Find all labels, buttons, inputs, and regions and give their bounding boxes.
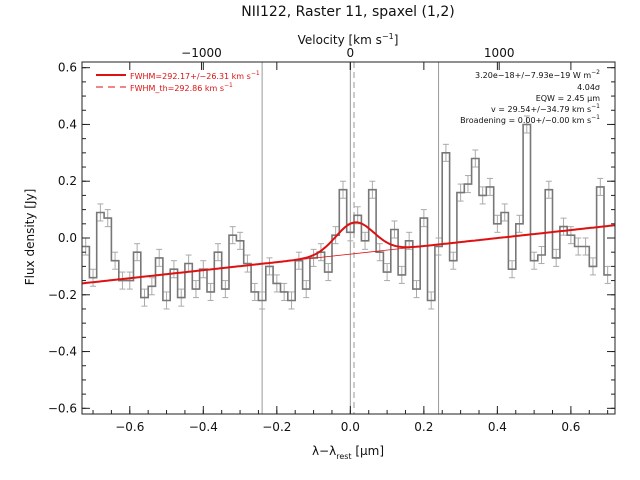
y-axis-label: Flux density [Jy] [23,189,37,286]
annotation-velocity: v = 29.54+/−34.79 km s−1 [491,103,600,114]
y-tick-label: 0.0 [58,231,77,245]
x-tick-label: −0.6 [115,420,144,434]
top-tick-label: −1000 [181,46,222,60]
annotation-eqw: EQW = 2.45 μm [536,94,600,103]
fit-line [81,221,616,285]
chart-title: NII122, Raster 11, spaxel (1,2) [241,4,454,20]
fit-annotations: 3.20e−18+/−7.93e−19 W m−2 4.04σ EQW = 2.… [460,69,600,125]
legend: FWHM=292.17+/−26.31 km s−1 FWHM_th=292.8… [96,70,260,93]
bottom-axis-label: λ−λrest [μm] [312,444,384,461]
y-tick-label: −0.2 [48,288,77,302]
y-tick-label: −0.6 [48,401,77,415]
top-tick-label: 1000 [484,46,515,60]
x-tick-label: 0.0 [341,420,360,434]
legend-label-fwhm-th: FWHM_th=292.86 km s−1 [130,82,233,93]
spectrum-line [82,123,612,302]
x-tick-label: 0.2 [414,420,433,434]
x-tick-label: −0.2 [262,420,291,434]
annotation-sigma: 4.04σ [577,83,600,92]
x-tick-label: 0.4 [488,420,507,434]
y-tick-label: 0.2 [58,174,77,188]
annotation-broadening: Broadening = 0.00+/−0.00 km s−1 [460,114,600,125]
plot-frame [81,61,616,415]
y-tick-label: 0.4 [58,117,77,131]
y-tick-label: 0.6 [58,61,77,75]
top-tick-label: 0 [347,46,355,60]
legend-label-fwhm: FWHM=292.17+/−26.31 km s−1 [130,70,260,81]
axes: −0.6 −0.4 −0.2 0.0 0.2 0.4 0.6 −0.6 −0.4 −0.2 0.0 0… [48,46,616,434]
x-tick-label: −0.4 [189,420,218,434]
annotation-flux: 3.20e−18+/−7.93e−19 W m−2 [475,69,600,80]
top-axis-label: Velocity [km s−1] [298,32,399,47]
y-tick-label: −0.4 [48,345,77,359]
x-tick-label: 0.6 [561,420,580,434]
